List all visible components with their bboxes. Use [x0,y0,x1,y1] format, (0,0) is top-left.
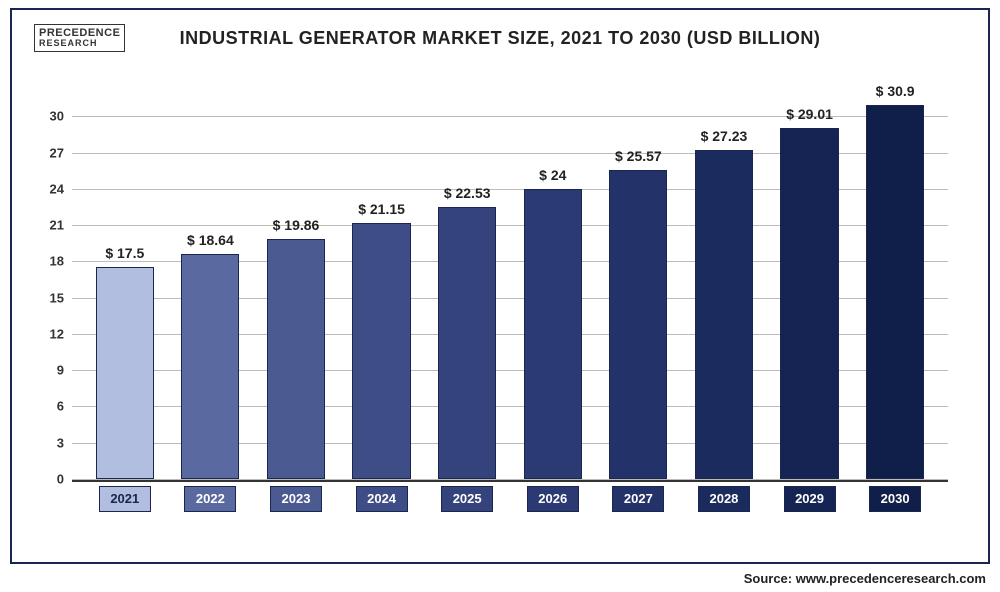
y-tick-label: 27 [50,145,72,160]
y-tick-label: 9 [57,363,72,378]
bars-container: $ 17.5 $ 18.64 $ 19.86 $ 21.15 $ 22.53 $ 24 $ … [72,80,948,479]
bar-wrap: $ 27.23 [681,80,767,479]
y-tick-label: 12 [50,326,72,341]
bar-wrap: $ 22.53 [424,80,510,479]
source-attribution: Source: www.precedenceresearch.com [744,571,986,586]
bar [609,170,667,479]
bar-wrap: $ 25.57 [596,80,682,479]
x-tick-label: 2023 [270,486,322,512]
x-label-cell: 2027 [596,486,682,512]
bar-value-label: $ 17.5 [105,245,144,261]
bar-value-label: $ 21.15 [358,201,405,217]
bar [352,223,410,479]
x-axis-labels: 2021 2022 2023 2024 2025 2026 2027 2028 2029 2030 [72,486,948,512]
brand-logo: PRECEDENCE RESEARCH [34,24,125,52]
bar [267,239,325,479]
x-label-cell: 2024 [339,486,425,512]
bar [695,150,753,479]
x-label-cell: 2028 [681,486,767,512]
bar-value-label: $ 30.9 [876,83,915,99]
logo-line-2: RESEARCH [39,39,120,49]
grid-line: 0 [72,479,948,480]
bar-wrap: $ 18.64 [168,80,254,479]
y-tick-label: 30 [50,109,72,124]
x-label-cell: 2022 [168,486,254,512]
bar-wrap: $ 17.5 [82,80,168,479]
bar-value-label: $ 29.01 [786,106,833,122]
bar-value-label: $ 24 [539,167,566,183]
x-tick-label: 2030 [869,486,921,512]
bar [96,267,154,479]
bar [524,189,582,479]
y-tick-label: 21 [50,218,72,233]
x-tick-label: 2024 [356,486,408,512]
bar-value-label: $ 18.64 [187,232,234,248]
bar-value-label: $ 22.53 [444,185,491,201]
y-tick-label: 0 [57,472,72,487]
bar-wrap: $ 21.15 [339,80,425,479]
y-tick-label: 24 [50,181,72,196]
bar-wrap: $ 29.01 [767,80,853,479]
x-label-cell: 2023 [253,486,339,512]
x-tick-label: 2025 [441,486,493,512]
bar-value-label: $ 19.86 [273,217,320,233]
bar-value-label: $ 25.57 [615,148,662,164]
x-label-cell: 2030 [852,486,938,512]
bar-wrap: $ 19.86 [253,80,339,479]
x-tick-label: 2027 [612,486,664,512]
x-label-cell: 2021 [82,486,168,512]
chart-frame: PRECEDENCE RESEARCH INDUSTRIAL GENERATOR… [10,8,990,564]
x-tick-label: 2022 [184,486,236,512]
y-tick-label: 15 [50,290,72,305]
x-label-cell: 2029 [767,486,853,512]
y-tick-label: 3 [57,435,72,450]
x-label-cell: 2025 [424,486,510,512]
bar [780,128,838,479]
x-tick-label: 2028 [698,486,750,512]
chart-title: INDUSTRIAL GENERATOR MARKET SIZE, 2021 T… [12,10,988,49]
bar [181,254,239,479]
bar-wrap: $ 24 [510,80,596,479]
bar [866,105,924,479]
bar-wrap: $ 30.9 [852,80,938,479]
y-tick-label: 18 [50,254,72,269]
x-tick-label: 2026 [527,486,579,512]
x-tick-label: 2021 [99,486,151,512]
y-tick-label: 6 [57,399,72,414]
bar-value-label: $ 27.23 [701,128,748,144]
x-label-cell: 2026 [510,486,596,512]
bar [438,207,496,479]
plot-region: 036912151821242730 $ 17.5$ 18.64$ 19.86$… [72,80,948,482]
x-tick-label: 2029 [784,486,836,512]
chart-area: 036912151821242730 $ 17.5$ 18.64$ 19.86$… [72,80,948,512]
